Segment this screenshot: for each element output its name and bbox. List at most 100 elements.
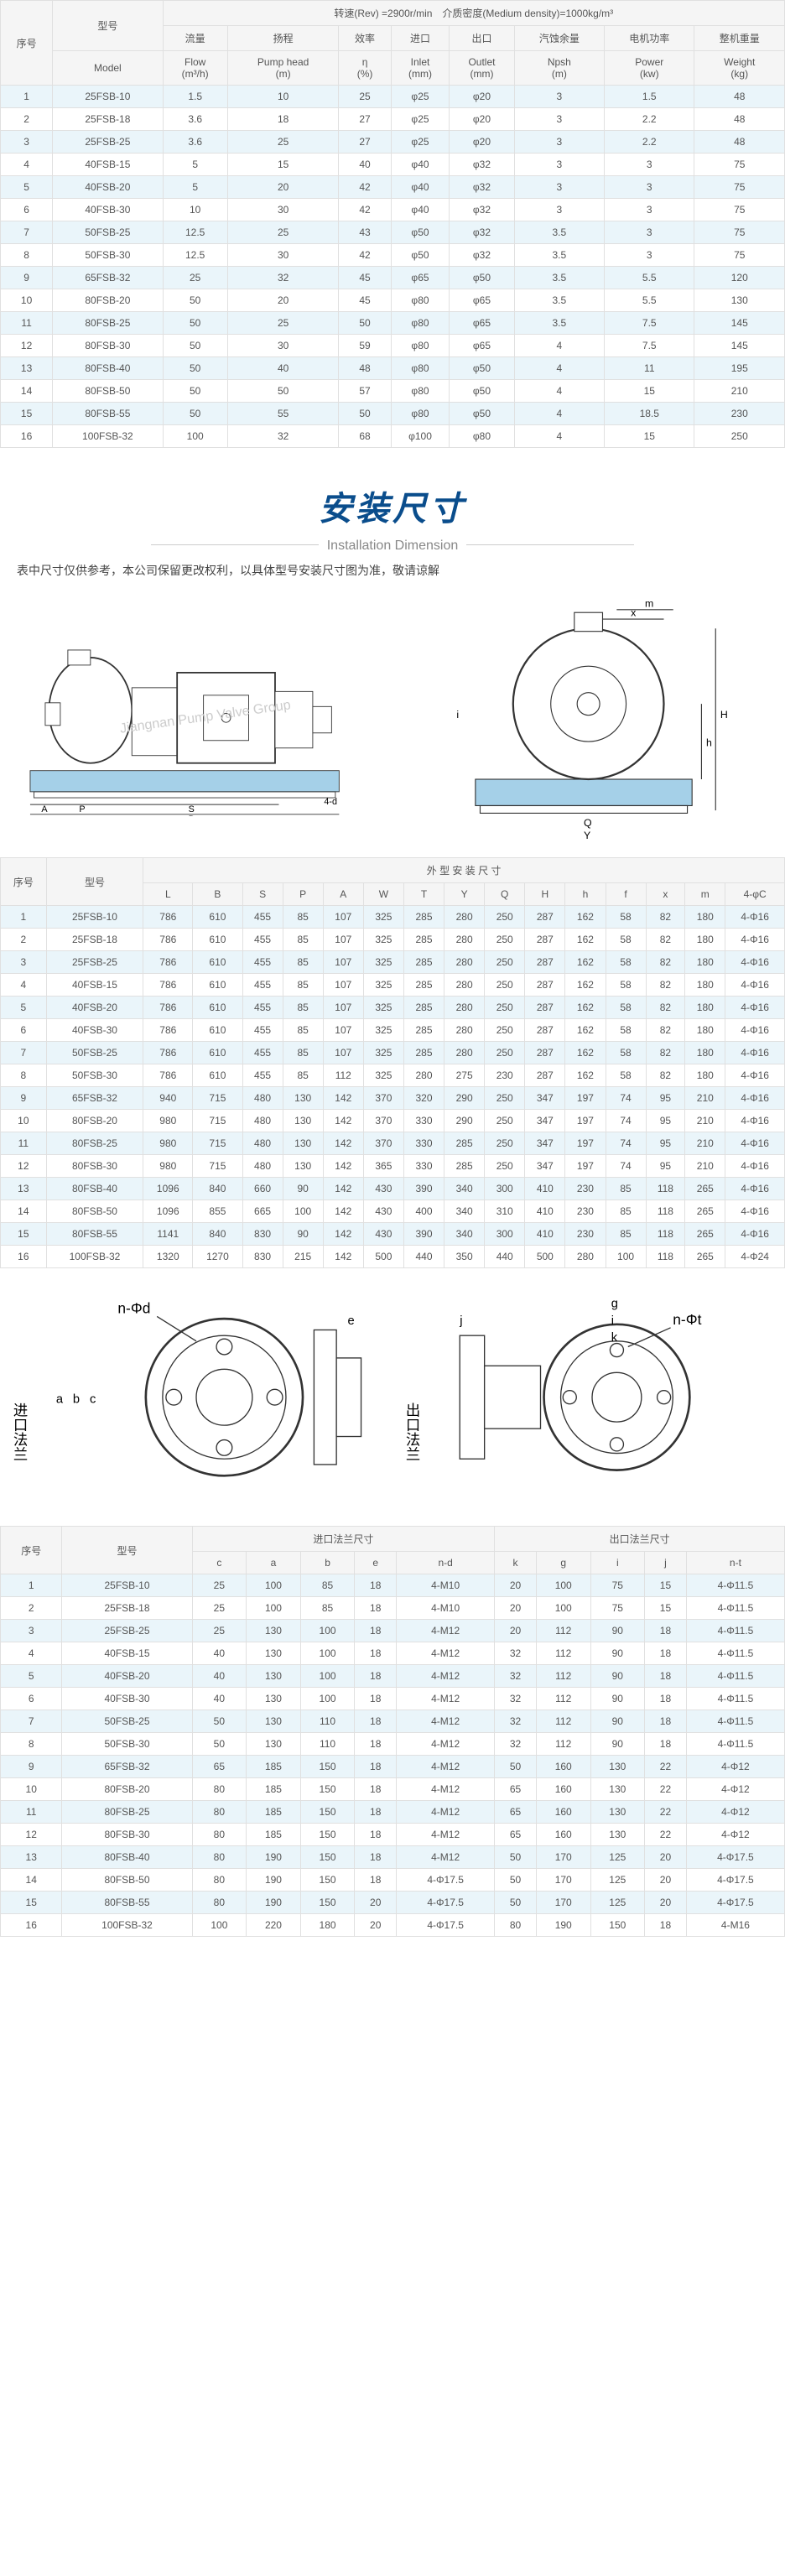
table-cell: 40 [227,357,339,380]
table-cell: 287 [525,1064,565,1087]
table-cell: 400 [403,1200,444,1223]
table-cell: 8 [1,1733,62,1756]
table-row: 1580FSB-55114184083090142430390340300410… [1,1223,785,1246]
flange-diagram: n-Φd 进口法兰 a b c e n-Φt 出口法兰 g i k j [0,1285,785,1509]
table-cell: 1141 [143,1223,193,1246]
table-cell: 180 [300,1914,355,1937]
svg-text:i: i [457,709,460,721]
table-cell: 480 [242,1132,283,1155]
table-cell: 50FSB-25 [53,221,163,244]
col-outlet: 出口 [450,26,514,51]
table-cell: 95 [646,1110,685,1132]
table-cell: 142 [323,1132,363,1155]
table-cell: 4 [1,1642,62,1665]
table-cell: 40 [339,154,391,176]
table-cell: 4-M16 [686,1914,784,1937]
table-cell: 390 [403,1178,444,1200]
col-header: j [645,1552,687,1574]
table-cell: 120 [694,267,785,289]
table-cell: 4 [514,335,604,357]
table-cell: 347 [525,1110,565,1132]
table-cell: 190 [247,1869,301,1892]
table-cell: 786 [143,997,193,1019]
table-cell: 18 [645,1665,687,1688]
table-cell: 30 [227,244,339,267]
table-row: 640FSB-307866104558510732528528025028716… [1,1019,785,1042]
table-cell: 162 [565,906,606,929]
table-cell: 350 [444,1246,485,1268]
col-header: 4-φC [725,883,785,906]
table-cell: 80FSB-20 [46,1110,143,1132]
table-cell: φ65 [450,335,514,357]
table-cell: 50 [339,403,391,425]
table-cell: 4-M10 [397,1574,495,1597]
table-cell: 55 [227,403,339,425]
table-cell: 330 [403,1155,444,1178]
svg-text:n-Φt: n-Φt [673,1311,701,1328]
table-cell: 4-Φ17.5 [686,1869,784,1892]
table-cell: 197 [565,1155,606,1178]
svg-text:x: x [632,607,637,619]
table-cell: 170 [536,1846,590,1869]
table-cell: 3 [605,154,694,176]
table-cell: 27 [339,131,391,154]
table-cell: 112 [323,1064,363,1087]
table-cell: 4 [1,974,47,997]
table-cell: 142 [323,1155,363,1178]
table-cell: φ65 [450,289,514,312]
table-cell: 68 [339,425,391,448]
table-cell: 20 [495,1597,537,1620]
table-cell: φ80 [391,289,450,312]
table-cell: 118 [646,1246,685,1268]
table-cell: 112 [536,1733,590,1756]
table-cell: 16 [1,1246,47,1268]
col-inlet: 进口 [391,26,450,51]
table-cell: 80 [192,1892,247,1914]
table-cell: φ20 [450,131,514,154]
table-cell: 840 [193,1178,242,1200]
table-cell: 230 [565,1178,606,1200]
table-cell: 16 [1,425,53,448]
col-header: T [403,883,444,906]
table-cell: 50 [163,289,227,312]
table-cell: 25 [227,221,339,244]
table-cell: 10 [227,86,339,108]
table-cell: 82 [646,974,685,997]
table-row: 1380FSB-40504048φ80φ50411195 [1,357,785,380]
table-cell: 4-M12 [397,1824,495,1846]
table-cell: 11 [1,1801,62,1824]
table-cell: 4-Φ16 [725,1132,785,1155]
table-cell: 280 [565,1246,606,1268]
table-cell: 80FSB-50 [62,1869,192,1892]
col-flow: 流量 [163,26,227,51]
table-cell: 4-Φ17.5 [397,1892,495,1914]
table-cell: 112 [536,1620,590,1642]
table-cell: 32 [495,1733,537,1756]
table-cell: 65 [495,1778,537,1801]
table-cell: 1 [1,86,53,108]
table-cell: 85 [283,1019,323,1042]
table-cell: 4-M12 [397,1846,495,1869]
table-cell: 265 [685,1223,725,1246]
table-cell: 74 [606,1155,646,1178]
table-cell: 142 [323,1087,363,1110]
table-row: 1480FSB-50505057φ80φ50415210 [1,380,785,403]
table-cell: 75 [694,244,785,267]
table-cell: 210 [694,380,785,403]
table-row: 325FSB-257866104558510732528528025028716… [1,951,785,974]
table-row: 1380FSB-4080190150184-M1250170125204-Φ17… [1,1846,785,1869]
table-cell: 100FSB-32 [62,1914,192,1937]
table-cell: 162 [565,974,606,997]
table-cell: 325 [363,929,403,951]
table-cell: 610 [193,1019,242,1042]
table-cell: 75 [694,154,785,176]
table-cell: 7 [1,1710,62,1733]
table-cell: 75 [694,199,785,221]
table-cell: 170 [536,1892,590,1914]
table-cell: 455 [242,997,283,1019]
table-cell: 25 [192,1620,247,1642]
table-cell: φ40 [391,154,450,176]
table-cell: 18 [355,1688,397,1710]
table-cell: 610 [193,929,242,951]
table-cell: 80FSB-50 [53,380,163,403]
